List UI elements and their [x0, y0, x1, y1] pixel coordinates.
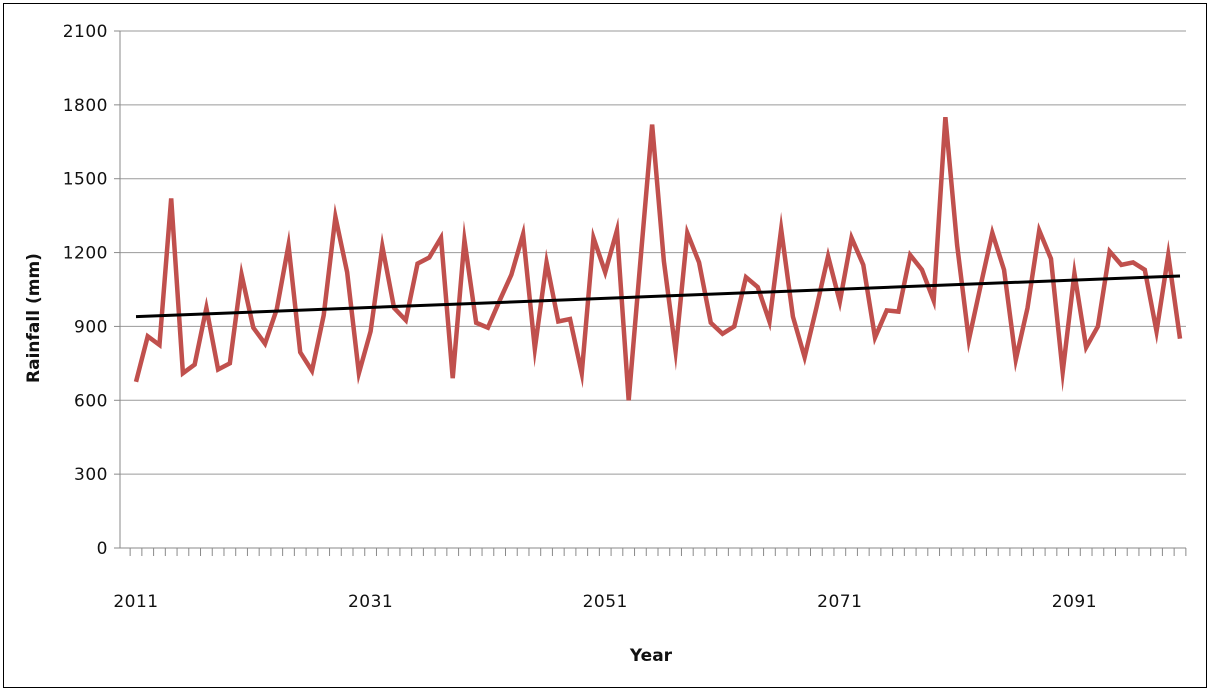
x-tick-label: 2011 [113, 592, 158, 612]
gridlines [120, 30, 1186, 475]
y-tick-label: 300 [74, 465, 108, 485]
chart-frame [3, 3, 1207, 688]
x-tick-label: 2051 [583, 592, 628, 612]
y-tick-label: 2100 [63, 22, 108, 42]
y-tick-label: 600 [74, 391, 108, 411]
trendline-layer [135, 274, 1181, 319]
trendline [135, 274, 1181, 319]
x-tick-label: 2091 [1052, 592, 1097, 612]
series-layer [133, 116, 1183, 401]
y-tick-label: 1200 [63, 244, 108, 264]
y-axis: 0 300 600 900 1200 1500 1800 2100 [63, 22, 121, 559]
x-tick-label: 2031 [348, 592, 393, 612]
y-axis-title: Rainfall (mm) [24, 253, 44, 383]
y-tick-label: 900 [74, 317, 108, 337]
x-tick-label: 2071 [817, 592, 862, 612]
rainfall-series-line [133, 116, 1183, 401]
y-tick-label: 1500 [63, 170, 108, 190]
x-axis: 2011 2031 2051 2071 2091 [113, 547, 1187, 612]
y-tick-label: 1800 [63, 96, 108, 116]
y-tick-label: 0 [97, 539, 108, 559]
x-axis-title: Year [629, 646, 673, 666]
